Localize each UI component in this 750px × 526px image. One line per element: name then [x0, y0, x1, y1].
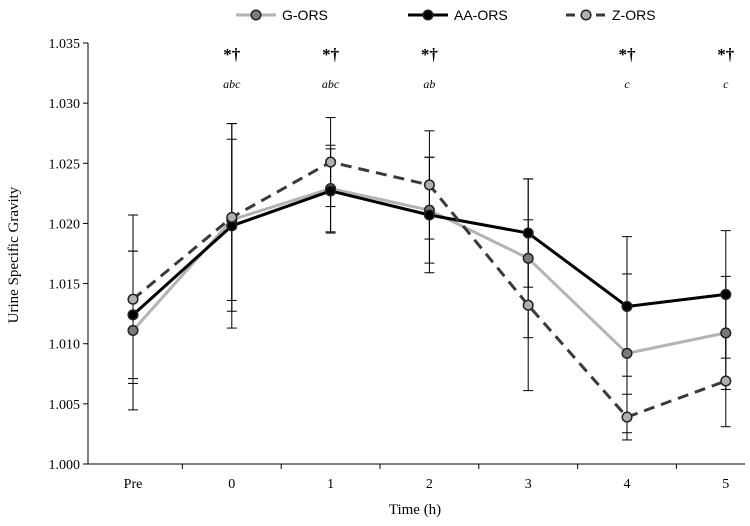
data-point-g-ors [621, 347, 633, 359]
y-axis-title: Urine Specific Gravity [6, 186, 22, 323]
significance-symbol: *† [322, 45, 340, 64]
significance-letters: c [723, 77, 729, 91]
data-point-z-ors [226, 211, 238, 223]
significance-annotations: *† abc *† abc *† ab *† c *† c [223, 45, 735, 91]
data-point-aa-ors [127, 309, 139, 321]
y-tick-label: 1.025 [49, 157, 81, 172]
legend-label-aa-ors: AA-ORS [454, 7, 508, 23]
significance-letters: c [624, 77, 630, 91]
data-point-g-ors [720, 327, 732, 339]
data-point-aa-ors [325, 185, 337, 197]
significance-letters: ab [423, 77, 435, 91]
data-point-z-ors [127, 293, 139, 305]
data-point-z-ors [720, 375, 732, 387]
error-bars [128, 117, 731, 441]
significance-symbol: *† [619, 45, 637, 64]
data-point-z-ors [423, 179, 435, 191]
x-tick-label: Pre [124, 477, 143, 492]
data-point-z-ors [325, 156, 337, 168]
y-tick-label: 1.030 [49, 97, 81, 112]
legend-label-z-ors: Z-ORS [612, 7, 656, 23]
significance-symbol: *† [717, 45, 735, 64]
y-tick-label: 1.005 [49, 398, 81, 413]
data-point-g-ors [127, 324, 139, 337]
y-tick-label: 1.015 [49, 278, 81, 293]
x-axis-title: Time (h) [389, 502, 441, 518]
legend-marker-aa-ors [422, 9, 434, 21]
y-tick-label: 1.010 [49, 338, 81, 353]
y-axis: 1.000 1.005 1.010 1.015 1.020 1.025 1.030 1.035 [49, 37, 89, 473]
significance-letters: abc [223, 77, 241, 91]
x-axis: Pre 0 1 2 3 4 5 [88, 463, 745, 492]
legend: G-ORS AA-ORS Z-ORS [236, 7, 656, 23]
x-tick-label: 0 [228, 477, 235, 492]
y-tick-label: 1.020 [49, 217, 81, 232]
x-tick-label: 2 [426, 477, 433, 492]
data-point-aa-ors [720, 288, 732, 300]
data-point-aa-ors [423, 209, 435, 221]
significance-letters: abc [322, 77, 340, 91]
data-point-z-ors [522, 299, 534, 311]
legend-marker-g-ors [250, 9, 262, 21]
data-point-g-ors [522, 252, 534, 264]
data-markers [127, 156, 732, 423]
y-tick-label: 1.000 [49, 458, 81, 473]
x-tick-label: 4 [624, 477, 631, 492]
x-tick-label: 1 [327, 477, 334, 492]
data-point-aa-ors [621, 300, 633, 312]
legend-marker-z-ors [580, 9, 592, 21]
x-tick-label: 3 [525, 477, 532, 492]
data-point-aa-ors [522, 227, 534, 239]
x-tick-label: 5 [722, 477, 729, 492]
legend-label-g-ors: G-ORS [282, 7, 328, 23]
data-point-z-ors [621, 411, 633, 423]
significance-symbol: *† [223, 45, 241, 64]
y-tick-label: 1.035 [49, 37, 81, 52]
significance-symbol: *† [421, 45, 439, 64]
